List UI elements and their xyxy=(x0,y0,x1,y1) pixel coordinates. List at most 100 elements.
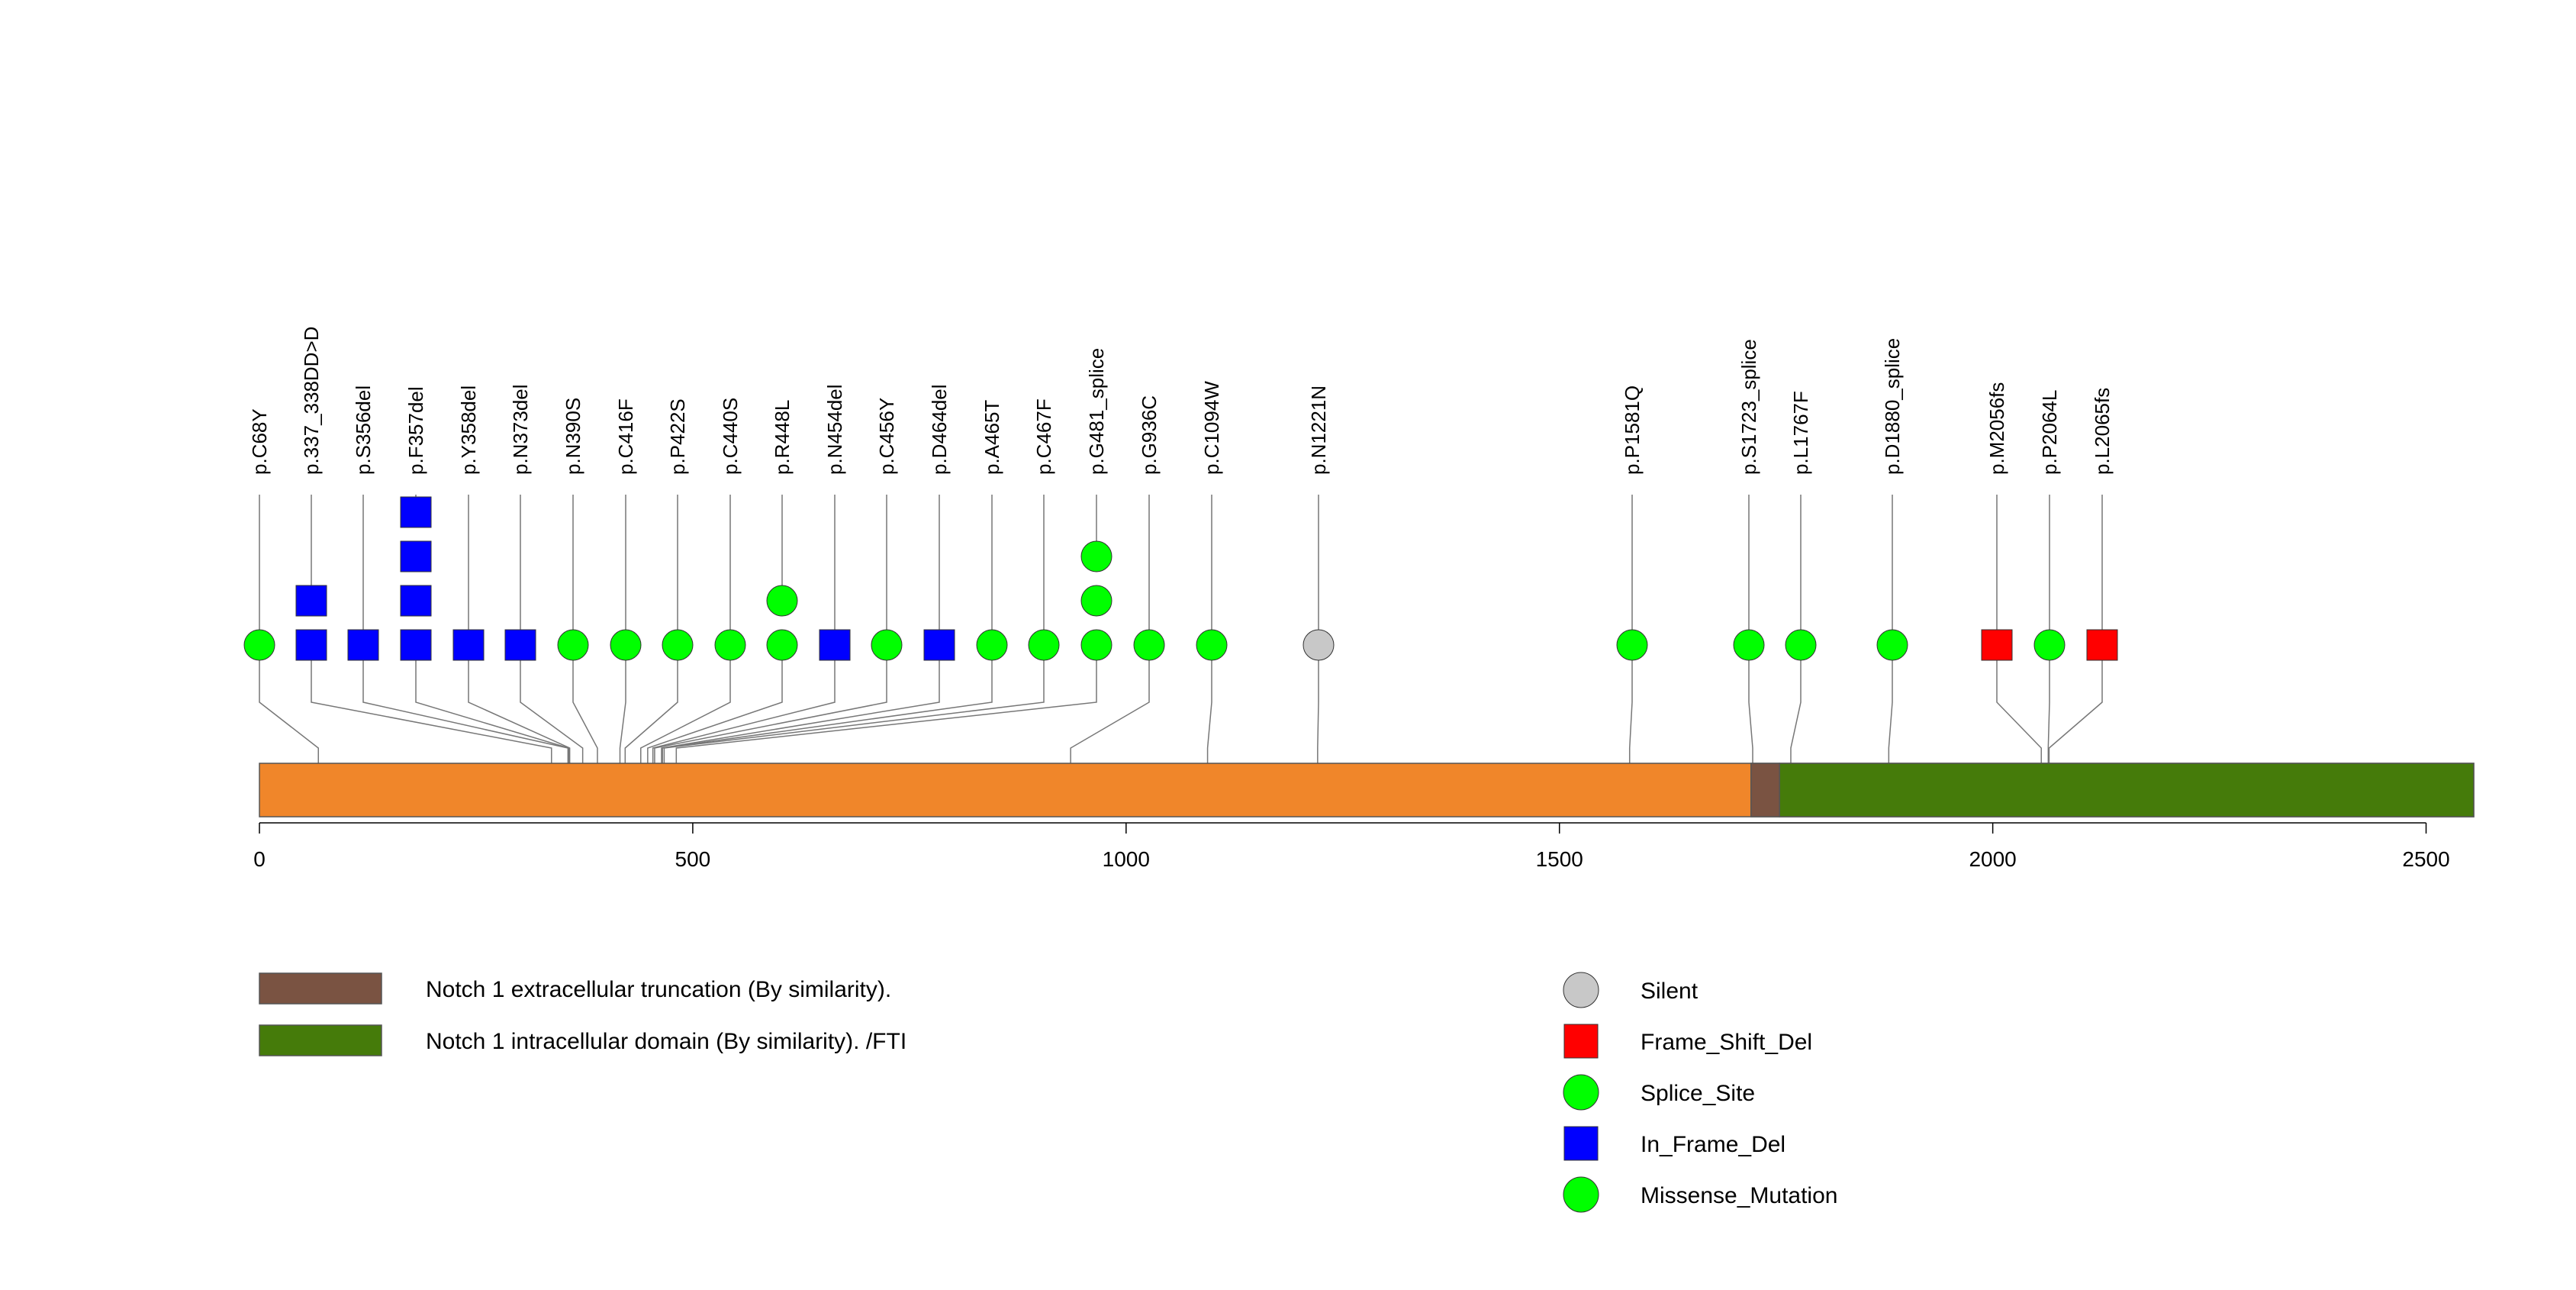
connector-line xyxy=(1748,660,1753,763)
connector-line xyxy=(624,660,678,763)
mutation-stems xyxy=(259,495,2103,630)
type-legend-square xyxy=(1563,1024,1599,1059)
axis-tick-label: 2000 xyxy=(1969,847,2016,871)
mutation-label: p.G936C xyxy=(1138,395,1161,475)
mutation-marker-circle xyxy=(662,629,694,661)
connector-line xyxy=(647,660,783,763)
mutation-label: p.P2064L xyxy=(2038,390,2061,475)
connector-line xyxy=(2048,660,2103,763)
type-legend-circle xyxy=(1563,1176,1599,1213)
connector-line xyxy=(311,660,552,763)
connector-line xyxy=(520,660,584,763)
mutation-marker-square xyxy=(923,629,955,661)
axis-tick-label: 500 xyxy=(675,847,711,871)
mutation-marker-circle xyxy=(1616,629,1648,661)
mutation-label: p.N454del xyxy=(823,384,846,475)
mutation-marker-circle xyxy=(1133,629,1165,661)
type-legend-label: Splice_Site xyxy=(1641,1081,1755,1106)
mutation-marker-circle xyxy=(1196,629,1228,661)
mutation-marker-circle xyxy=(766,585,798,617)
connector-line xyxy=(259,660,319,763)
type-legend-square xyxy=(1563,1126,1599,1161)
connector-line xyxy=(1996,660,2042,763)
domain-legend-label: Notch 1 intracellular domain (By similar… xyxy=(426,1029,906,1054)
mutation-label: p.S1723_splice xyxy=(1737,339,1760,475)
mutation-label: p.P422S xyxy=(666,398,689,475)
mutation-label: p.C68Y xyxy=(248,408,271,475)
connector-line xyxy=(1888,660,1893,763)
mutation-label: p.N1221N xyxy=(1307,385,1330,475)
connector-line xyxy=(1790,660,1802,763)
mutation-marker-square xyxy=(295,629,327,661)
axis-tick-label: 0 xyxy=(253,847,266,871)
connector-line xyxy=(654,660,887,763)
x-axis: 0 500 1000 1500 2000 2500 xyxy=(253,822,2450,871)
mutation-marker-circle xyxy=(1028,629,1060,661)
mutation-marker-circle xyxy=(1080,585,1113,617)
mutation-marker-square xyxy=(400,585,432,617)
type-legend-circle xyxy=(1563,972,1599,1008)
domain-2 xyxy=(1779,763,2475,818)
mutation-label: p.C456Y xyxy=(875,398,898,475)
mutation-label: p.D1880_splice xyxy=(1881,338,1904,475)
connector-line xyxy=(619,660,626,763)
connector-line xyxy=(652,660,836,763)
axis-tick-label: 1500 xyxy=(1536,847,1583,871)
mutation-marker-square xyxy=(2086,629,2118,661)
mutation-label: p.P1581Q xyxy=(1621,385,1644,475)
mutation-label: p.L1767F xyxy=(1789,391,1812,475)
mutation-marker-circle xyxy=(2033,629,2066,661)
mutation-marker-square xyxy=(295,585,327,617)
type-legend-label: Missense_Mutation xyxy=(1641,1183,1837,1208)
mutation-marker-circle xyxy=(871,629,903,661)
mutation-marker-circle xyxy=(1080,540,1113,572)
mutation-label: p.N373del xyxy=(509,384,532,475)
mutation-label: p.R448L xyxy=(771,400,794,475)
type-legend-label: Silent xyxy=(1641,979,1699,1004)
type-legend-label: In_Frame_Del xyxy=(1641,1132,1785,1157)
domain-legend-swatch xyxy=(259,1024,382,1056)
mutation-label: p.G481_splice xyxy=(1085,348,1108,475)
mutation-marker-circle xyxy=(1302,629,1335,661)
domain-1 xyxy=(1750,763,1780,818)
mutation-marker-square xyxy=(819,629,851,661)
mutation-marker-circle xyxy=(1080,629,1113,661)
connector-line xyxy=(1317,660,1319,763)
protein-track xyxy=(259,763,2475,818)
mutation-markers xyxy=(243,496,2118,661)
connector-line xyxy=(662,660,993,763)
mutation-label: p.C440S xyxy=(719,398,742,475)
connector-line xyxy=(2047,660,2050,763)
mutation-label: p.N390S xyxy=(562,398,584,475)
mutation-marker-square xyxy=(504,629,536,661)
mutation-type-legend: Silent Frame_Shift_Del Splice_Site In_Frame… xyxy=(1563,972,1837,1213)
mutation-label: p.D464del xyxy=(928,384,951,475)
mutation-marker-square xyxy=(400,540,432,572)
mutation-marker-circle xyxy=(610,629,642,661)
mutation-marker-circle xyxy=(766,629,798,661)
mutation-marker-square xyxy=(347,629,379,661)
domain-legend-swatch xyxy=(259,972,382,1005)
mutation-label: p.A465T xyxy=(980,400,1003,475)
mutation-marker-circle xyxy=(1876,629,1908,661)
connector-line xyxy=(1070,660,1150,763)
mutation-label: p.L2065fs xyxy=(2091,388,2114,475)
connector-line xyxy=(640,660,731,763)
mutation-marker-square xyxy=(400,496,432,528)
mutation-marker-circle xyxy=(714,629,746,661)
connector-line xyxy=(468,660,571,763)
mutation-label: p.S356del xyxy=(352,385,375,475)
axis-tick-label: 1000 xyxy=(1103,847,1150,871)
mutation-marker-square xyxy=(400,629,432,661)
domain-legend-label: Notch 1 extracellular truncation (By sim… xyxy=(426,977,891,1002)
connector-line xyxy=(1206,660,1212,763)
mutation-label: p.C416F xyxy=(614,398,637,475)
type-legend-circle xyxy=(1563,1074,1599,1111)
connector-line xyxy=(675,660,1097,763)
connector-line xyxy=(1628,660,1633,763)
connector-line xyxy=(362,660,569,763)
domain-legend: Notch 1 extracellular truncation (By sim… xyxy=(259,972,906,1056)
mutation-marker-square xyxy=(452,629,485,661)
axis-tick-label: 2500 xyxy=(2402,847,2449,871)
